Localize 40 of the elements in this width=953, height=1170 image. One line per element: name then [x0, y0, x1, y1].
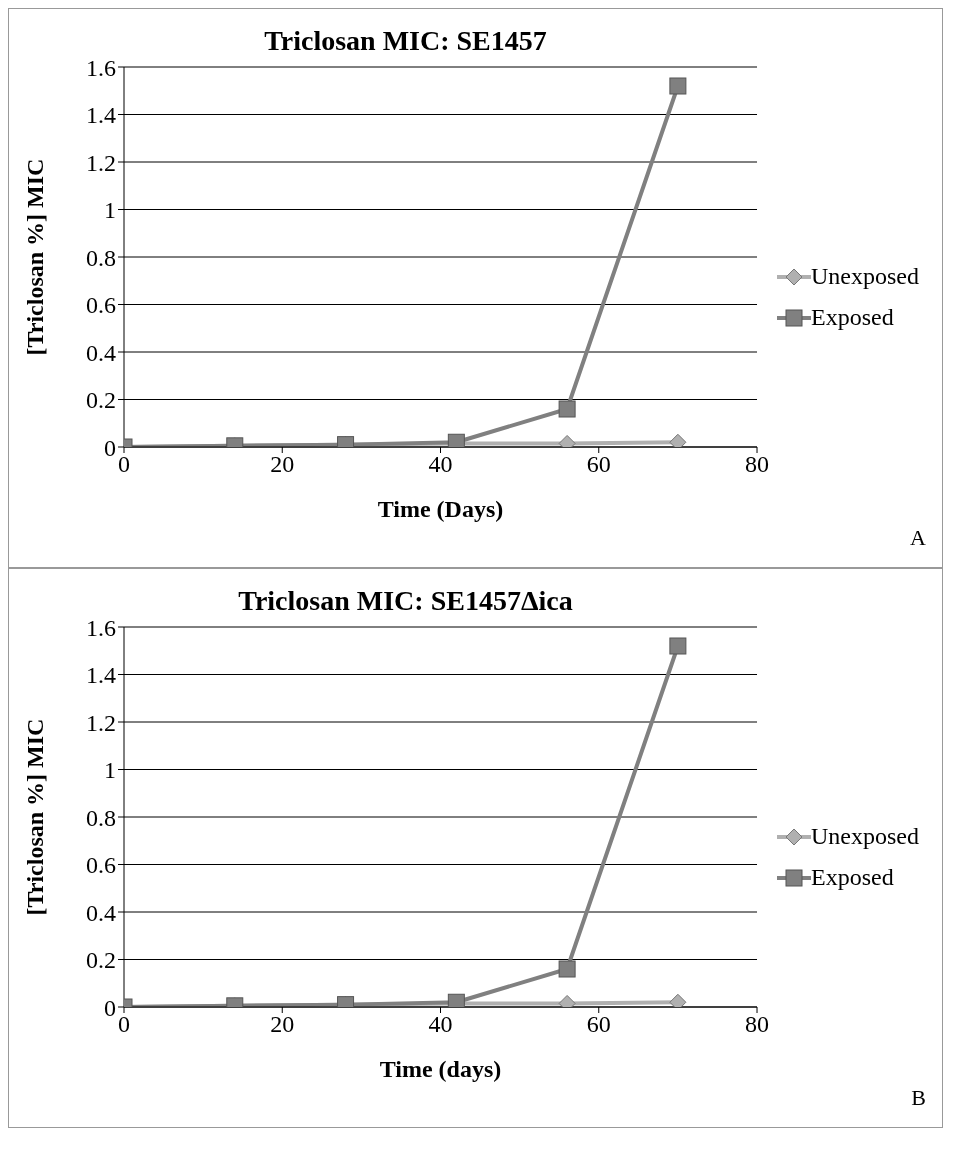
y-tick-label: 0 [104, 434, 116, 461]
y-tick-label: 0.4 [86, 899, 116, 926]
x-axis-title: Time (days) [379, 1056, 502, 1082]
y-tick-label: 1.4 [86, 102, 116, 129]
y-tick-label: 1.4 [86, 662, 116, 689]
text: A [910, 525, 926, 551]
y-tick-label: 0.2 [86, 387, 116, 414]
x-tick-label: 60 [586, 451, 611, 478]
legend-label: Unexposed [811, 263, 919, 290]
x-tick-label: 20 [270, 451, 295, 478]
y-tick-label: 0.4 [86, 339, 116, 366]
x-tick-label: 60 [586, 1011, 611, 1038]
y-tick-label: 0.6 [86, 852, 116, 879]
x-tick-label: 80 [745, 1011, 770, 1038]
y-tick-label: 1 [104, 197, 116, 224]
y-axis-title: [Triclosan %] MIC [21, 718, 48, 916]
y-tick-label: 1.6 [86, 614, 116, 641]
y-tick-label: 1.6 [86, 54, 116, 81]
chart-title: Triclosan MIC: SE1457 [264, 25, 547, 56]
point [669, 637, 687, 655]
y-tick-label: 0.2 [86, 947, 116, 974]
y-tick-label: 0.8 [86, 244, 116, 271]
point [669, 77, 687, 95]
y-tick-label: 0 [104, 994, 116, 1021]
legend-label: Exposed [811, 304, 894, 331]
y-tick-label: 1.2 [86, 709, 116, 736]
legend-label: Exposed [811, 864, 894, 891]
x-tick-label: 40 [428, 1011, 453, 1038]
y-tick-label: 1.2 [86, 149, 116, 176]
chart-title: Triclosan MIC: SE1457Δica [238, 585, 573, 616]
x-tick-label: 80 [745, 451, 770, 478]
y-tick-label: 0.6 [86, 292, 116, 319]
x-tick-label: 20 [270, 1011, 295, 1038]
legend-label: Unexposed [811, 823, 919, 850]
y-tick-label: 0.8 [86, 804, 116, 831]
y-axis-title: [Triclosan %] MIC [21, 158, 48, 356]
y-tick-label: 1 [104, 757, 116, 784]
x-axis-title: Time (Days) [377, 496, 504, 522]
text: B [911, 1085, 926, 1111]
x-tick-label: 40 [428, 451, 453, 478]
